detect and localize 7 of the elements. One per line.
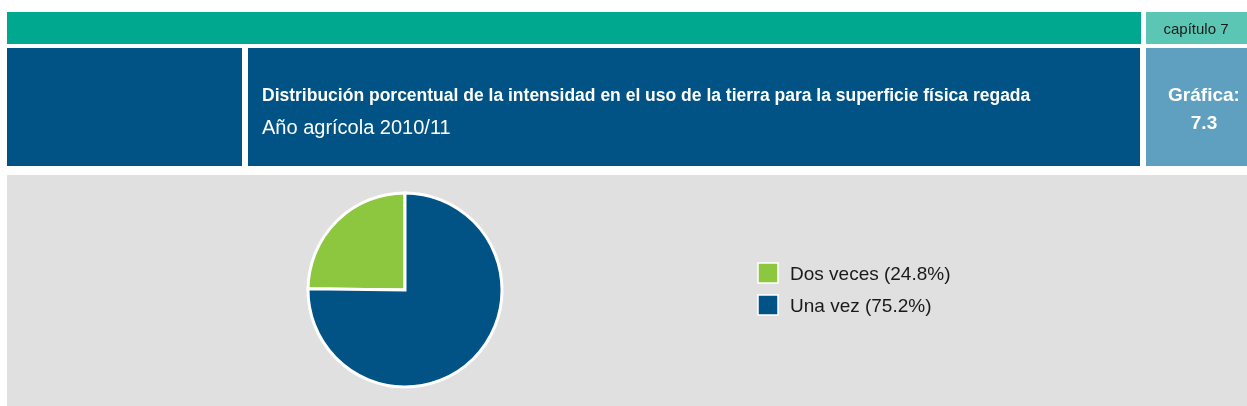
- text: Gráfica: 7.3: [1168, 84, 1240, 133]
- legend-label: Dos veces (24.8%): [790, 263, 951, 284]
- text: capítulo 7: [1163, 20, 1229, 37]
- chart-title: Distribución porcentual de la intensidad en el uso de la tierra para la superficie física regada: [262, 85, 1031, 105]
- legend-label: Una vez (75.2%): [790, 295, 932, 316]
- chart-subtitle: Año agrícola 2010/11: [262, 116, 451, 138]
- pie-slice: [306, 191, 504, 389]
